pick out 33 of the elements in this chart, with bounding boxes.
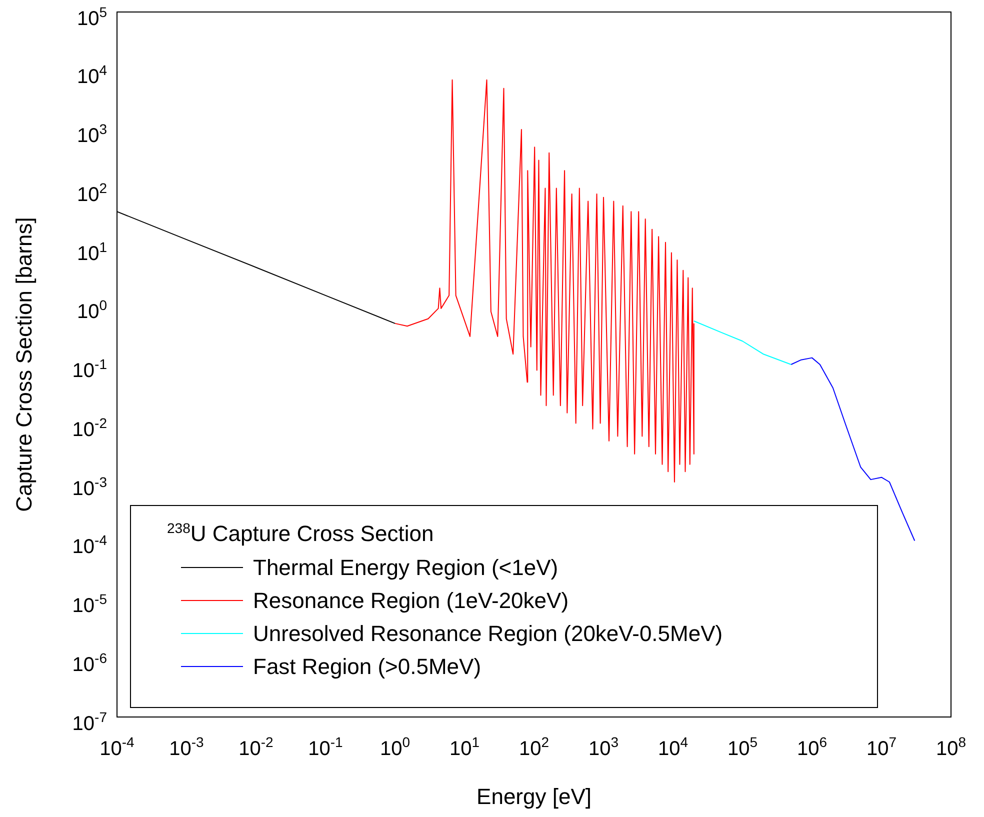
y-tick-label: 10$^{1}$ (76, 238, 107, 264)
y-axis-title: Capture Cross Section [barns] (11, 217, 36, 512)
y-tick-label: 10$^{2}$ (76, 178, 107, 206)
x-tick-label: 10$^{4}$ (658, 733, 688, 760)
x-tick-label: 10$^{0}$ (380, 733, 410, 760)
x-tick-label: 10$^{2}$ (518, 733, 550, 760)
legend-label: Resonance Region (1eV-20keV) (253, 588, 569, 614)
x-tick-label: 10$^{-1}$ (308, 733, 343, 760)
y-tick-label: 10$^{4}$ (76, 61, 107, 88)
x-tick-label: 10$^{-2}$ (238, 733, 274, 760)
y-tick-label: 10$^{-6}$ (72, 648, 107, 676)
y-tick-label: 10$^{-1}$ (72, 355, 107, 382)
y-tick-label: 10$^{-7}$ (72, 708, 107, 734)
legend-label: Thermal Energy Region (<1eV) (253, 554, 558, 580)
y-tick-label: 10$^{-2}$ (72, 414, 107, 441)
legend-title: $^{238}$U Capture Cross Section (167, 520, 435, 547)
legend-label: Unresolved Resonance Region (20keV-0.5MeV) (253, 620, 723, 646)
x-axis-title: Energy [eV] (476, 784, 592, 809)
x-tick-label: 10$^{7}$ (866, 733, 897, 760)
x-tick-label: 10$^{6}$ (796, 733, 828, 760)
x-tick-label: 10$^{8}$ (936, 733, 966, 760)
y-tick-label: 10$^{-5}$ (72, 590, 107, 617)
x-tick-label: 10$^{1}$ (449, 733, 480, 760)
y-tick-label: 10$^{-4}$ (72, 531, 107, 558)
y-tick-label: 10$^{-3}$ (72, 472, 107, 500)
x-tick-label: 10$^{-3}$ (169, 733, 204, 760)
x-tick-label: 10$^{5}$ (727, 733, 758, 760)
y-tick-label: 10$^{5}$ (76, 2, 107, 30)
y-tick-label: 10$^{3}$ (76, 120, 107, 147)
x-tick-label: 10$^{-4}$ (100, 733, 134, 760)
legend-label: Fast Region (>0.5MeV) (253, 654, 482, 680)
x-tick-label: 10$^{3}$ (588, 733, 619, 760)
y-tick-label: 10$^{0}$ (76, 296, 107, 324)
